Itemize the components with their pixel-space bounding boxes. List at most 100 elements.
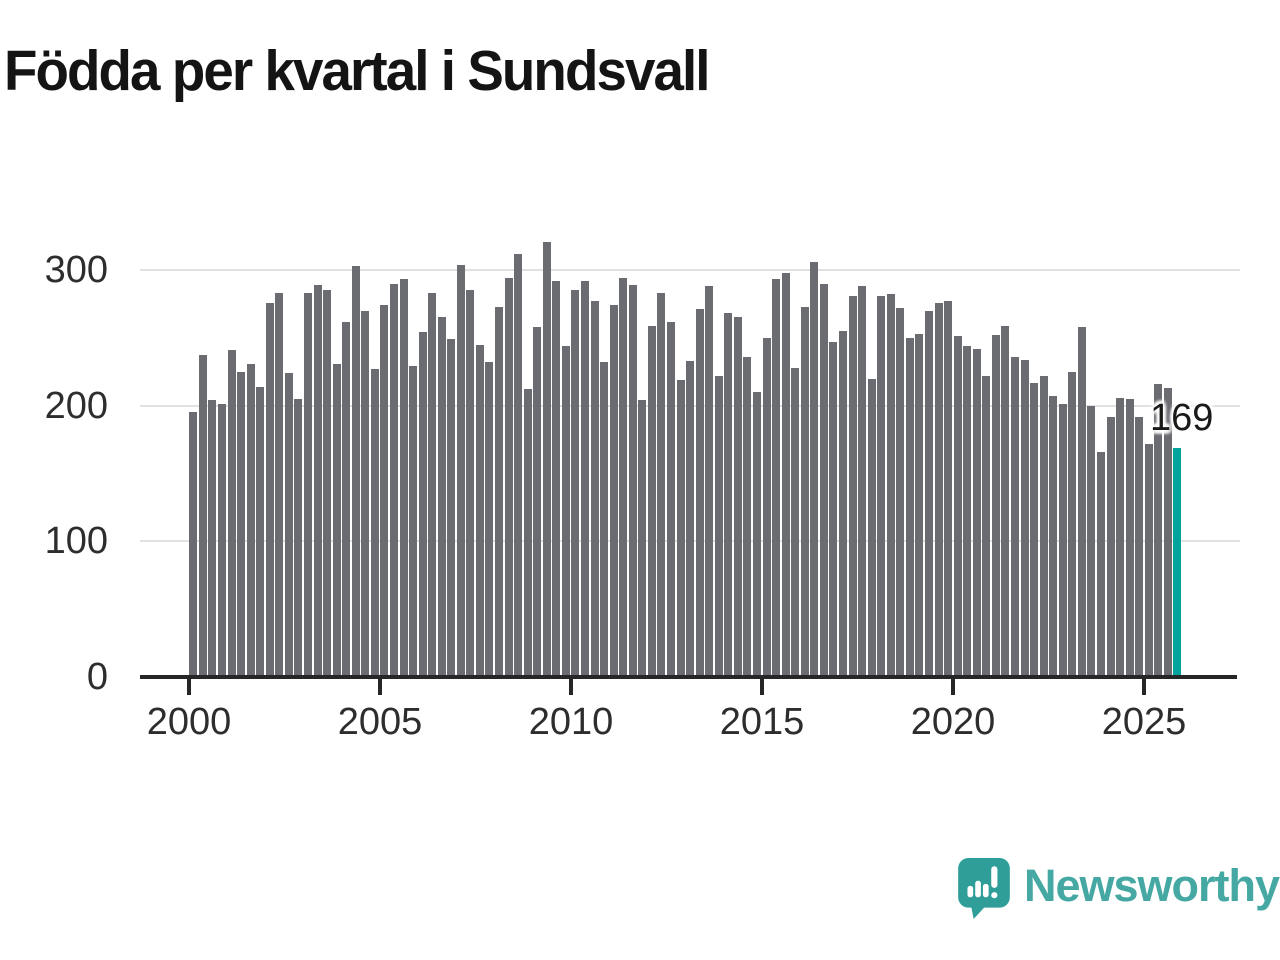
bar — [1116, 398, 1124, 677]
y-axis-label: 300 — [44, 249, 108, 291]
gridline-300 — [140, 269, 1240, 271]
bar — [763, 338, 771, 677]
bar — [333, 364, 341, 677]
bar — [438, 317, 446, 677]
bar — [820, 284, 828, 677]
bar — [400, 279, 408, 677]
bar — [1011, 357, 1019, 677]
bar — [543, 242, 551, 677]
bar — [954, 336, 962, 677]
bar — [1154, 384, 1162, 677]
bar — [887, 294, 895, 677]
bar — [552, 281, 560, 677]
bar — [1078, 327, 1086, 677]
bar — [839, 331, 847, 677]
bar — [1030, 383, 1038, 677]
bar — [715, 376, 723, 677]
bar — [810, 262, 818, 677]
bar — [208, 400, 216, 677]
bar — [323, 290, 331, 677]
bar — [218, 404, 226, 677]
bar — [1126, 399, 1134, 677]
bar — [294, 399, 302, 677]
bar — [944, 301, 952, 677]
bar — [772, 279, 780, 677]
bar — [581, 281, 589, 677]
bar — [657, 293, 665, 677]
newsworthy-logo: Newsworthy — [958, 858, 1280, 920]
bar — [275, 293, 283, 677]
logo-bar-tall — [982, 883, 989, 898]
bar — [705, 286, 713, 677]
bar — [285, 373, 293, 677]
bar — [1135, 417, 1143, 677]
x-axis-label-2020: 2020 — [910, 701, 996, 743]
newsworthy-speech-bubble-chart-icon — [958, 858, 1010, 919]
bar — [514, 254, 522, 677]
bar — [935, 303, 943, 677]
bar — [380, 305, 388, 677]
bar — [485, 362, 493, 677]
bar-highlighted — [1173, 448, 1181, 677]
bar — [686, 361, 694, 677]
bar — [247, 364, 255, 677]
bar — [189, 412, 197, 677]
x-axis-label-2000: 2000 — [146, 701, 232, 743]
x-axis-tick-2025 — [1142, 679, 1146, 695]
bar — [1040, 376, 1048, 677]
bar — [571, 290, 579, 677]
bar — [256, 387, 264, 677]
bar — [915, 334, 923, 677]
bar — [734, 317, 742, 677]
bar — [743, 357, 751, 677]
logo-exclamation-stem — [991, 866, 998, 888]
bar — [858, 286, 866, 677]
logo-exclamation-dot — [991, 892, 998, 899]
bar — [314, 285, 322, 677]
bar — [1021, 360, 1029, 677]
bar — [371, 369, 379, 677]
x-axis-tick-2020 — [951, 679, 955, 695]
bar — [533, 327, 541, 677]
bar — [266, 303, 274, 677]
bar — [610, 305, 618, 677]
bar — [963, 346, 971, 677]
x-axis-label-2015: 2015 — [719, 701, 805, 743]
bar — [801, 307, 809, 677]
bar — [791, 368, 799, 677]
bar — [696, 309, 704, 677]
bar — [896, 308, 904, 677]
bar — [868, 379, 876, 677]
x-axis-tick-2015 — [760, 679, 764, 695]
x-axis-label-2010: 2010 — [528, 701, 614, 743]
bar — [466, 290, 474, 677]
bar — [1049, 396, 1057, 677]
bar — [724, 313, 732, 677]
bar — [782, 273, 790, 677]
bar — [1164, 388, 1172, 677]
logo-bar-short — [967, 885, 974, 898]
bar — [629, 285, 637, 677]
bar — [591, 301, 599, 677]
x-axis-label-2025: 2025 — [1101, 701, 1187, 743]
bar — [829, 342, 837, 677]
chart-title: Födda per kvartal i Sundsvall — [4, 39, 710, 103]
bar — [1145, 444, 1153, 677]
newsworthy-logo-text: Newsworthy — [1024, 860, 1280, 911]
y-axis-label: 100 — [44, 520, 108, 563]
bar — [361, 311, 369, 677]
bar — [228, 350, 236, 677]
bar — [619, 278, 627, 677]
bar — [1097, 452, 1105, 677]
bar — [304, 293, 312, 677]
logo-bar-medium — [975, 880, 981, 898]
highlight-value-label: 169 — [1150, 397, 1214, 439]
x-axis-tick-2010 — [569, 679, 573, 695]
bar — [524, 389, 532, 677]
bar — [237, 372, 245, 677]
bar — [342, 322, 350, 677]
bar — [1107, 417, 1115, 677]
bar — [648, 326, 656, 677]
